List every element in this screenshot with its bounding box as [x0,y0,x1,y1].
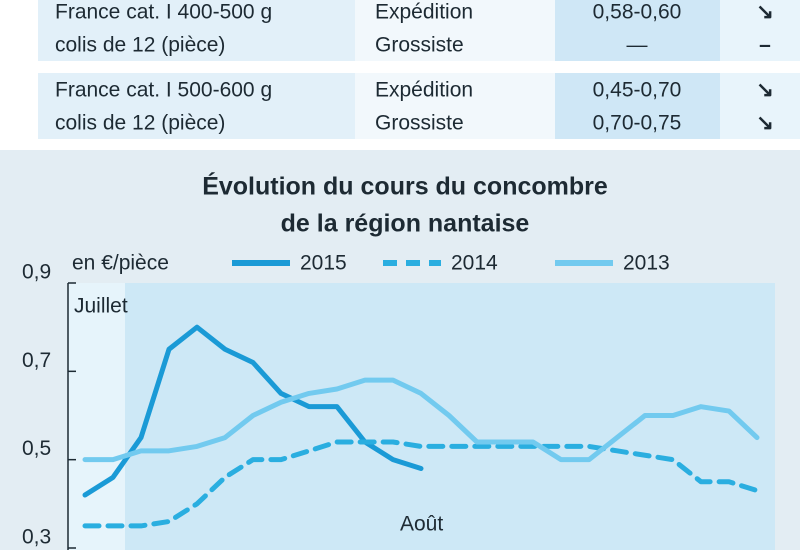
cell-text: France cat. I 500-600 g [55,79,272,102]
cell-text: Expédition [375,79,473,102]
table-cell [38,73,355,139]
cell-text: 0,70-0,75 [593,112,682,135]
cell-text: Grossiste [375,34,464,57]
annotation: Août [400,513,443,536]
table-cell [38,0,355,61]
y-axis-label: en €/pièce [72,252,169,275]
cell-text: Grossiste [375,112,464,135]
table-cell [555,73,720,139]
july-area [68,283,125,550]
table-cell [720,0,800,61]
cell-text: colis de 12 (pièce) [55,34,225,57]
cell-text: ↘ [756,1,774,24]
cell-text: France cat. I 400-500 g [55,1,272,24]
table-cell [555,0,720,61]
chart-title: de la région nantaise [281,210,530,238]
chart-title: Évolution du cours du concombre [202,172,608,201]
annotation: Juillet [74,295,128,318]
legend-label: 2014 [451,252,498,275]
series-line [82,439,760,529]
cell-text: 0,45-0,70 [593,79,682,102]
table-cell [355,0,555,61]
cell-text: Expédition [375,1,473,24]
table-cell [720,73,800,139]
cell-text: ↘ [756,79,774,102]
legend-label: 2015 [300,252,347,275]
cell-text: ↘ [756,112,774,135]
y-tick-label: 0,3 [22,526,51,549]
y-tick-label: 0,7 [22,349,51,372]
legend-label: 2013 [623,252,670,275]
cell-text: 0,58-0,60 [593,1,682,24]
y-tick-label: 0,5 [22,437,51,460]
cell-text: — [627,34,648,57]
series-line [82,377,760,463]
cell-text: colis de 12 (pièce) [55,112,225,135]
table-cell [355,73,555,139]
y-tick-label: 0,9 [22,261,51,284]
cell-text: – [759,34,771,57]
